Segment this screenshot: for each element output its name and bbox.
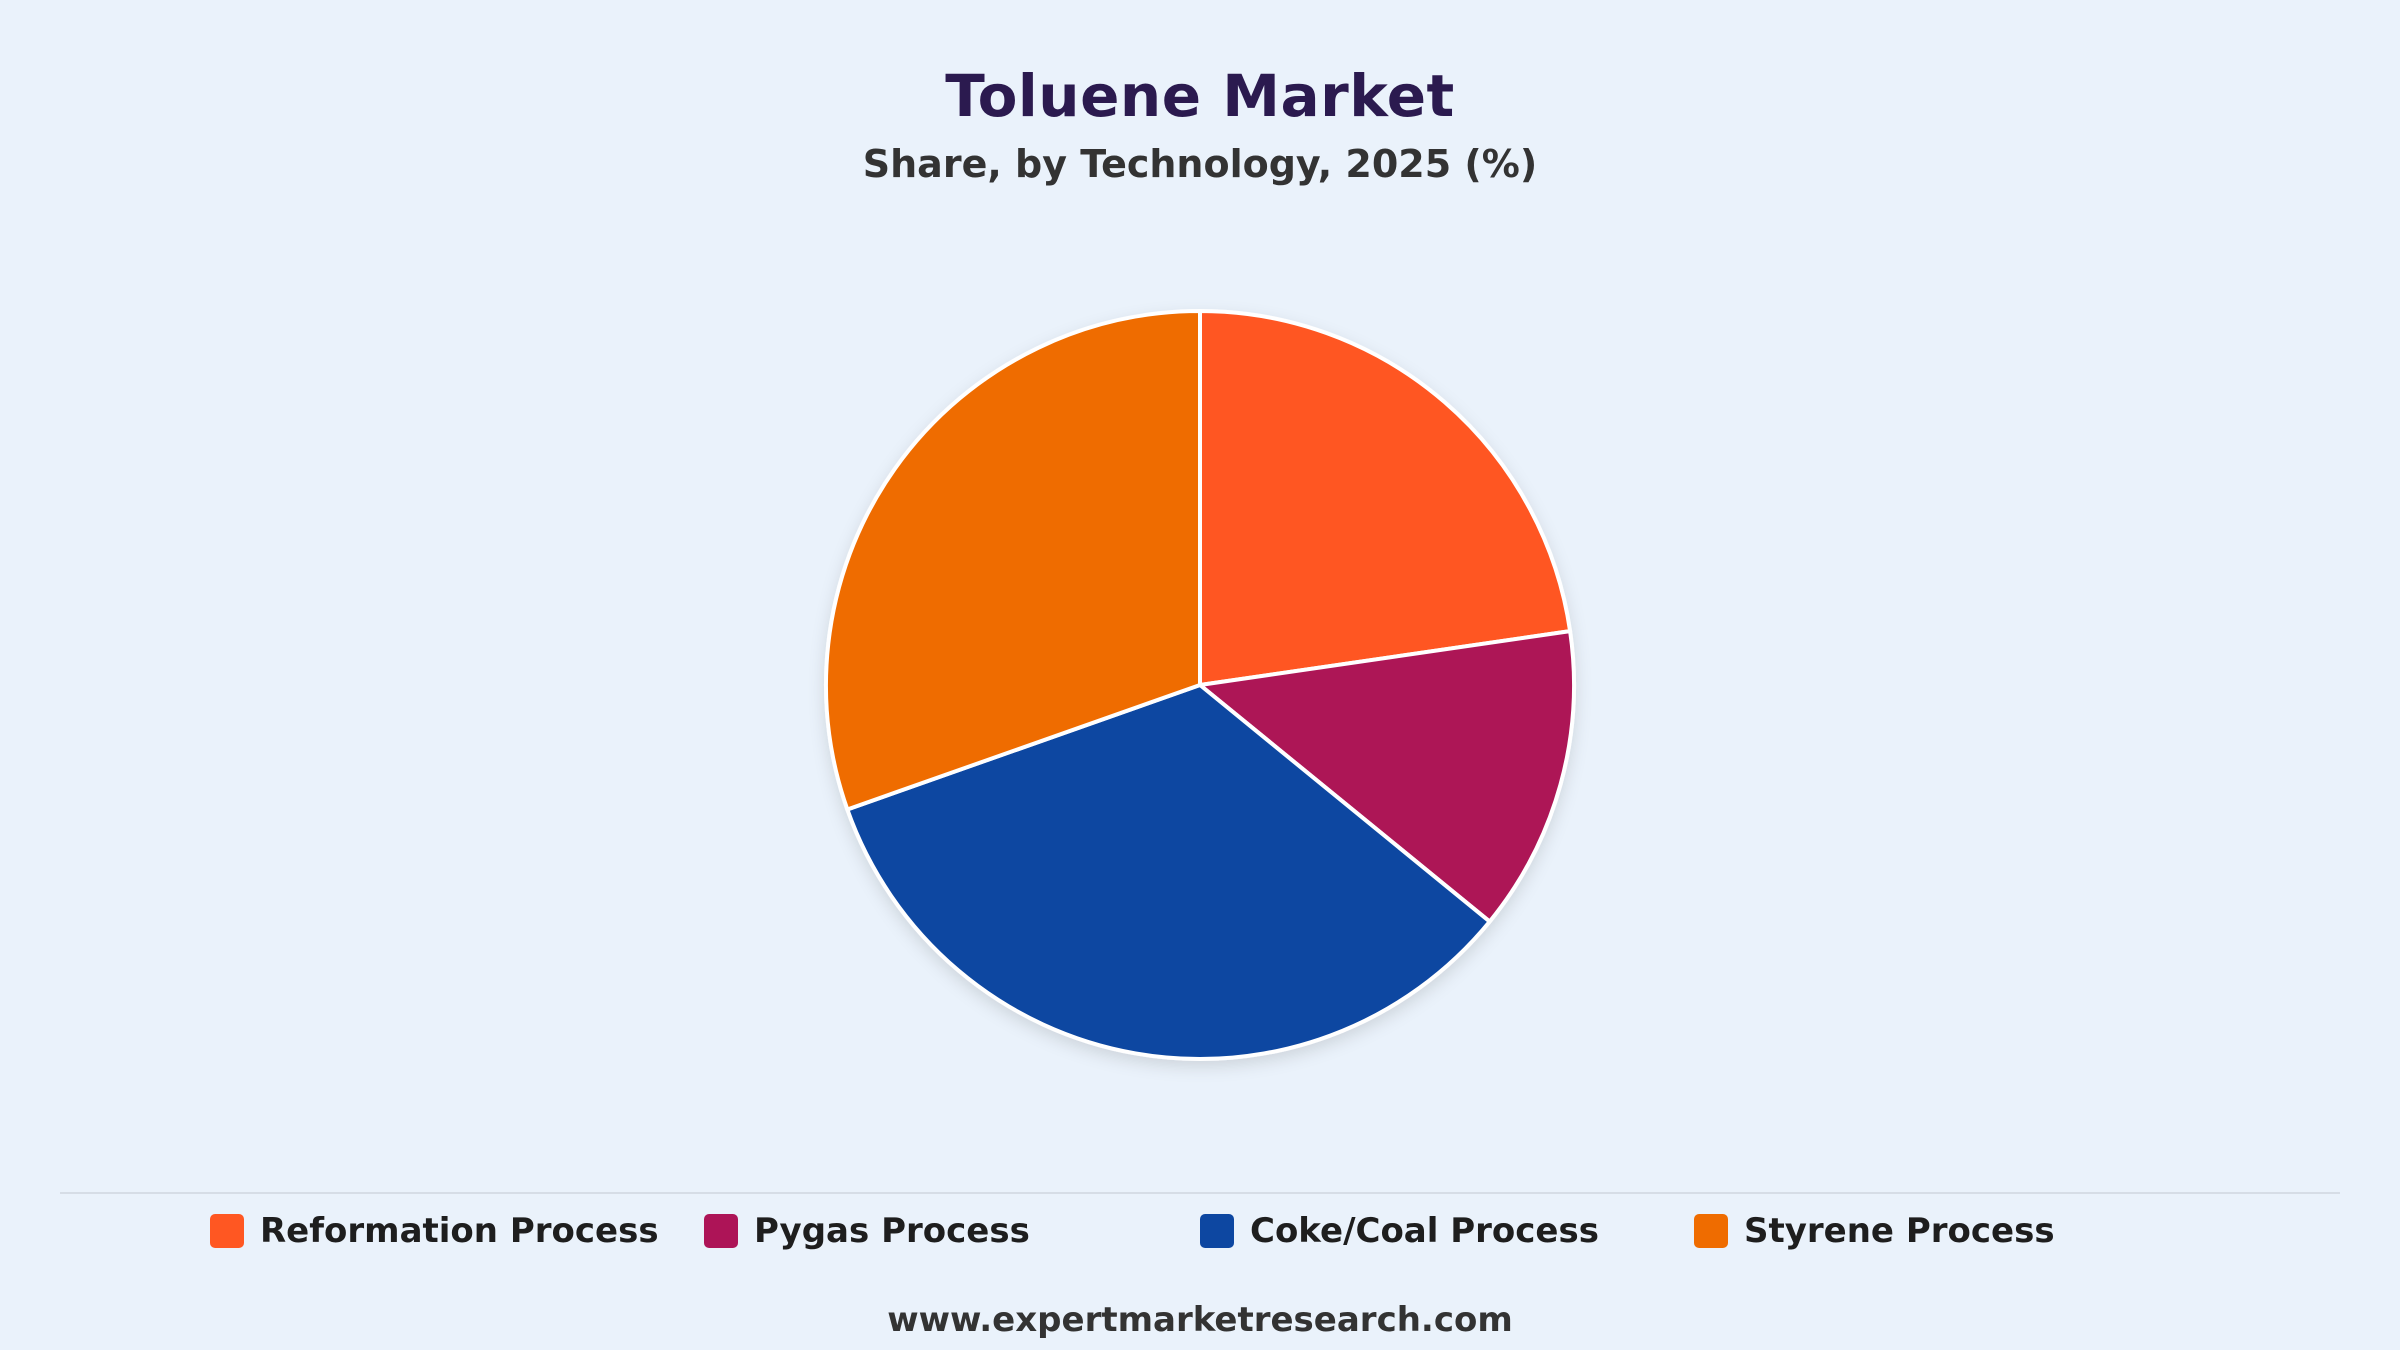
legend-swatch-pygas-process	[704, 1214, 738, 1248]
legend-item-styrene-process: Styrene Process	[1694, 1210, 2055, 1252]
pie-slice-pygas-process	[1198, 629, 1576, 924]
pie-slices	[824, 309, 1576, 1061]
legend-label: Pygas Process	[754, 1211, 1030, 1251]
legend-swatch-coke-coal-process	[1200, 1214, 1234, 1248]
legend-label: Coke/Coal Process	[1250, 1211, 1599, 1251]
pie-slice-coke-coal-process	[845, 683, 1492, 1061]
legend-item-reformation-process: Reformation Process	[210, 1210, 659, 1252]
footer-website[interactable]: www.expertmarketresearch.com	[887, 1300, 1513, 1340]
legend-divider	[60, 1192, 2340, 1194]
legend-item-coke-coal-process: Coke/Coal Process	[1200, 1210, 1599, 1252]
pie-slice-reformation-process	[1198, 309, 1573, 687]
legend-swatch-reformation-process	[210, 1214, 244, 1248]
legend-label: Reformation Process	[260, 1211, 659, 1251]
legend-item-pygas-process: Pygas Process	[704, 1210, 1030, 1252]
chart-subtitle: Share, by Technology, 2025 (%)	[862, 142, 1538, 186]
legend-swatch-styrene-process	[1694, 1214, 1728, 1248]
chart-title: Toluene Market	[945, 62, 1455, 130]
legend-label: Styrene Process	[1744, 1211, 2055, 1251]
pie-slice-styrene-process	[824, 309, 1202, 812]
